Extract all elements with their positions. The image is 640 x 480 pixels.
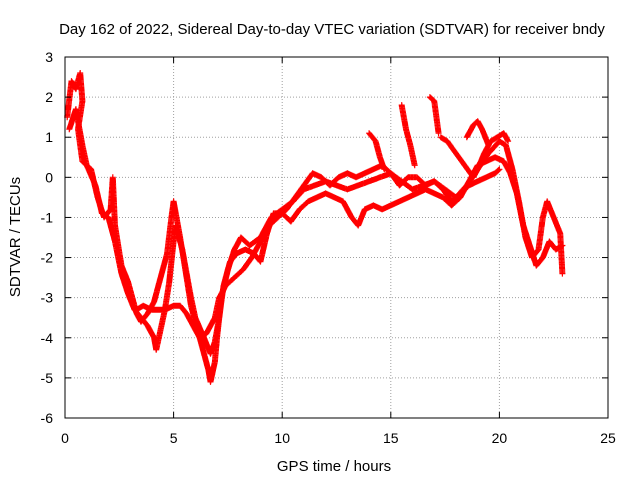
data-point-markers xyxy=(133,162,503,341)
y-axis-label: SDTVAR / TECUs xyxy=(7,177,24,297)
x-tick-label: 15 xyxy=(383,430,399,446)
x-tick-label: 10 xyxy=(274,430,290,446)
data-layer xyxy=(64,70,566,385)
y-tick-label: -6 xyxy=(41,410,54,426)
x-tick-label: 0 xyxy=(61,430,69,446)
chart-title: Day 162 of 2022, Sidereal Day-to-day VTE… xyxy=(59,21,605,38)
data-point-markers xyxy=(398,102,418,169)
x-tick-label: 5 xyxy=(170,430,178,446)
x-tick-label: 25 xyxy=(600,430,616,446)
y-tick-label: 0 xyxy=(45,169,53,185)
y-tick-label: 2 xyxy=(45,89,53,105)
y-tick-label: 3 xyxy=(45,49,53,65)
x-tick-label: 20 xyxy=(492,430,508,446)
data-point-markers xyxy=(437,130,512,181)
data-point-markers xyxy=(366,130,388,173)
data-point-markers xyxy=(426,94,442,137)
y-tick-label: -4 xyxy=(41,330,54,346)
y-tick-label: -2 xyxy=(41,250,54,266)
x-axis-label: GPS time / hours xyxy=(277,458,391,475)
y-tick-label: -1 xyxy=(41,209,54,225)
data-point-markers xyxy=(66,106,566,357)
y-tick-label: -3 xyxy=(41,290,54,306)
y-tick-label: -5 xyxy=(41,370,54,386)
axis-layer: -6 -5 -4 -3 -2 -1 0 1 2 3 0 5 10 15 20 25 xyxy=(41,49,616,446)
data-point-markers xyxy=(463,118,492,149)
y-tick-label: 1 xyxy=(45,129,53,145)
plot-frame xyxy=(64,56,609,419)
series-sdtvar xyxy=(64,70,566,385)
